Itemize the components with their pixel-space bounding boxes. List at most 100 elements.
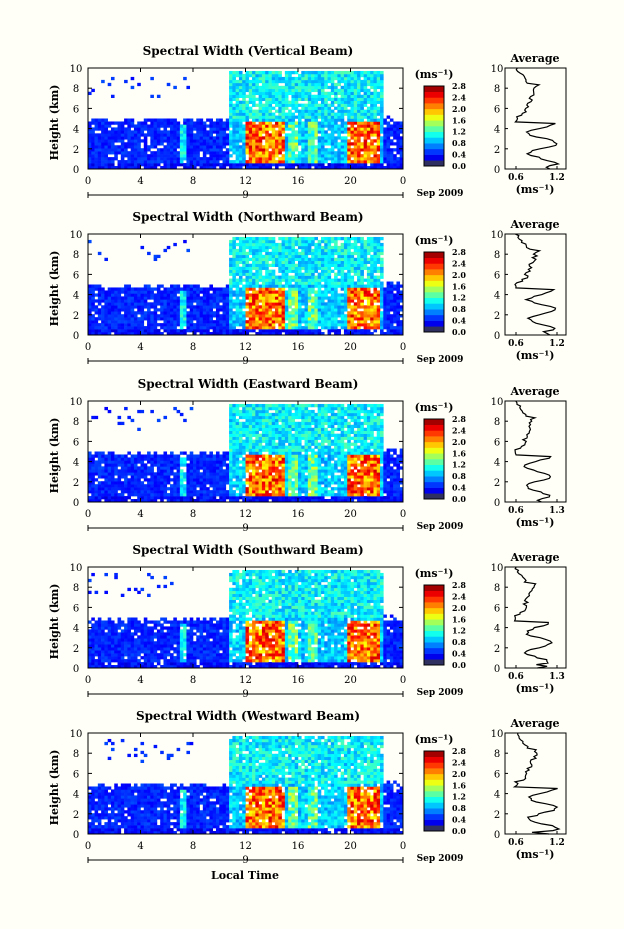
heatmap-cell — [133, 293, 138, 297]
heatmap-cell — [334, 70, 338, 75]
heatmap-cell — [248, 239, 253, 244]
heatmap-cell — [373, 106, 378, 110]
heatmap-cell — [370, 311, 374, 315]
heatmap-cell — [347, 260, 351, 265]
heatmap-cell — [97, 251, 102, 256]
heatmap-cell — [275, 121, 279, 125]
heatmap-cell — [314, 109, 318, 113]
heatmap-cell — [130, 320, 135, 324]
heatmap-cell — [186, 145, 191, 149]
heatmap-cell — [343, 260, 348, 265]
heatmap-cell — [366, 130, 371, 134]
heatmap-cell — [320, 100, 325, 104]
heatmap-cell — [320, 157, 325, 161]
heatmap-cell — [389, 281, 394, 285]
heatmap-cell — [232, 94, 236, 99]
heatmap-cell — [114, 499, 118, 503]
heatmap-cell — [225, 311, 230, 315]
heatmap-cell — [281, 136, 286, 140]
heatmap-cell — [258, 284, 263, 288]
heatmap-cell — [370, 257, 374, 262]
heatmap-cell — [343, 145, 348, 149]
heatmap-cell — [110, 142, 115, 146]
heatmap-cell — [130, 418, 135, 423]
heatmap-cell — [104, 406, 108, 411]
heatmap-cell — [304, 311, 309, 315]
heatmap-cell — [235, 127, 240, 131]
heatmap-cell — [304, 314, 309, 318]
heatmap-cell — [147, 127, 151, 131]
heatmap-cell — [304, 109, 309, 113]
heatmap-cell — [104, 133, 108, 137]
heatmap-cell — [357, 88, 361, 93]
heatmap-cell — [120, 163, 125, 167]
heatmap-cell — [183, 302, 187, 306]
heatmap-cell — [304, 251, 309, 256]
heatmap-cell — [320, 94, 325, 99]
heatmap-cell — [114, 484, 118, 488]
heatmap-cell — [104, 257, 108, 262]
heatmap-cell — [399, 314, 404, 318]
heatmap-cell — [353, 317, 358, 321]
heatmap-cell — [166, 163, 171, 167]
heatmap-cell — [193, 314, 197, 318]
heatmap-cell — [202, 329, 207, 333]
heatmap-cell — [288, 136, 292, 140]
heatmap-cell — [255, 251, 259, 256]
heatmap-cell — [245, 326, 250, 330]
heatmap-cell — [235, 118, 240, 122]
heatmap-cell — [383, 311, 387, 315]
heatmap-cell — [307, 299, 312, 303]
heatmap-cell — [281, 272, 286, 276]
heatmap-cell — [97, 157, 102, 161]
heatmap-cell — [248, 145, 253, 149]
heatmap-cell — [363, 293, 368, 297]
heatmap-cell — [363, 151, 368, 155]
heatmap-cell — [219, 145, 223, 149]
heatmap-cell — [235, 94, 240, 99]
heatmap-cell — [353, 239, 358, 244]
heatmap-cell — [347, 287, 351, 291]
heatmap-cell — [117, 136, 122, 140]
heatmap-cell — [153, 151, 158, 155]
heatmap-cell — [314, 254, 318, 259]
heatmap-cell — [255, 278, 259, 282]
heatmap-cell — [317, 145, 322, 149]
heatmap-cell — [252, 79, 256, 84]
heatmap-cell — [370, 79, 374, 84]
heatmap-cell — [393, 124, 397, 128]
heatmap-cell — [360, 242, 364, 247]
heatmap-cell — [350, 136, 355, 140]
heatmap-cell — [173, 323, 177, 327]
heatmap-cell — [209, 154, 213, 158]
heatmap-cell — [97, 329, 102, 333]
heatmap-cell — [307, 332, 312, 336]
heatmap-cell — [104, 299, 108, 303]
y-tick-label: 10 — [70, 230, 83, 241]
heatmap-cell — [265, 269, 269, 273]
heatmap-cell — [320, 127, 325, 131]
heatmap-cell — [396, 314, 401, 318]
heatmap-cell — [170, 166, 174, 170]
heatmap-cell — [275, 290, 279, 294]
heatmap-cell — [265, 85, 269, 90]
heatmap-cell — [366, 281, 371, 285]
heatmap-cell — [327, 85, 332, 90]
heatmap-cell — [261, 106, 266, 110]
heatmap-cell — [314, 121, 318, 125]
heatmap-cell — [209, 308, 213, 312]
heatmap-cell — [245, 272, 250, 276]
heatmap-cell — [393, 311, 397, 315]
heatmap-cell — [117, 302, 122, 306]
heatmap-cell — [340, 242, 345, 247]
heatmap-cell — [268, 305, 273, 309]
heatmap-cell — [334, 139, 338, 143]
heatmap-cell — [130, 290, 135, 294]
heatmap-cell — [380, 160, 384, 164]
heatmap-cell — [324, 154, 328, 158]
heatmap-cell — [340, 257, 345, 262]
heatmap-cell — [357, 94, 361, 99]
heatmap-cell — [137, 454, 141, 458]
heatmap-cell — [330, 260, 335, 265]
heatmap-cell — [137, 481, 141, 485]
